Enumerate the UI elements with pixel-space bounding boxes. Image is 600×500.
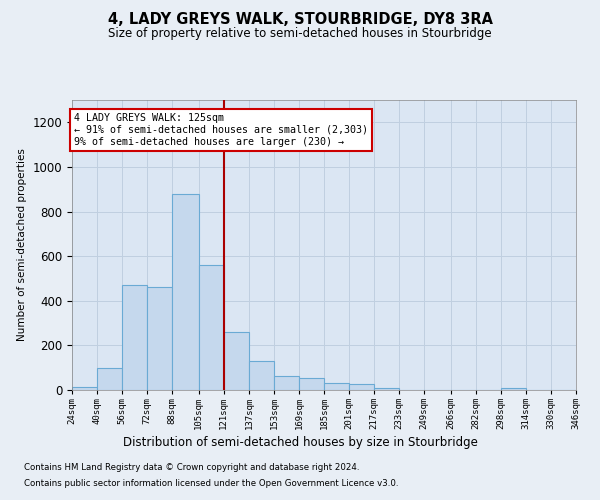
Bar [224, 332, 249, 390]
Text: Contains HM Land Registry data © Crown copyright and database right 2024.: Contains HM Land Registry data © Crown c… [24, 464, 359, 472]
Text: Contains public sector information licensed under the Open Government Licence v3: Contains public sector information licen… [24, 478, 398, 488]
Bar [97, 368, 122, 390]
Text: 4 LADY GREYS WALK: 125sqm
← 91% of semi-detached houses are smaller (2,303)
9% o: 4 LADY GREYS WALK: 125sqm ← 91% of semi-… [74, 114, 368, 146]
Bar [299, 378, 324, 390]
Bar [72, 386, 97, 390]
Text: 4, LADY GREYS WALK, STOURBRIDGE, DY8 3RA: 4, LADY GREYS WALK, STOURBRIDGE, DY8 3RA [107, 12, 493, 28]
Text: Size of property relative to semi-detached houses in Stourbridge: Size of property relative to semi-detach… [108, 28, 492, 40]
Bar [324, 384, 349, 390]
Bar [501, 388, 526, 390]
Bar [147, 288, 172, 390]
Bar [349, 384, 374, 390]
Text: Distribution of semi-detached houses by size in Stourbridge: Distribution of semi-detached houses by … [122, 436, 478, 449]
Bar [249, 361, 274, 390]
Y-axis label: Number of semi-detached properties: Number of semi-detached properties [17, 148, 27, 342]
Bar [374, 388, 399, 390]
Bar [199, 265, 224, 390]
Bar [122, 285, 147, 390]
Bar [274, 376, 299, 390]
Bar [172, 194, 199, 390]
